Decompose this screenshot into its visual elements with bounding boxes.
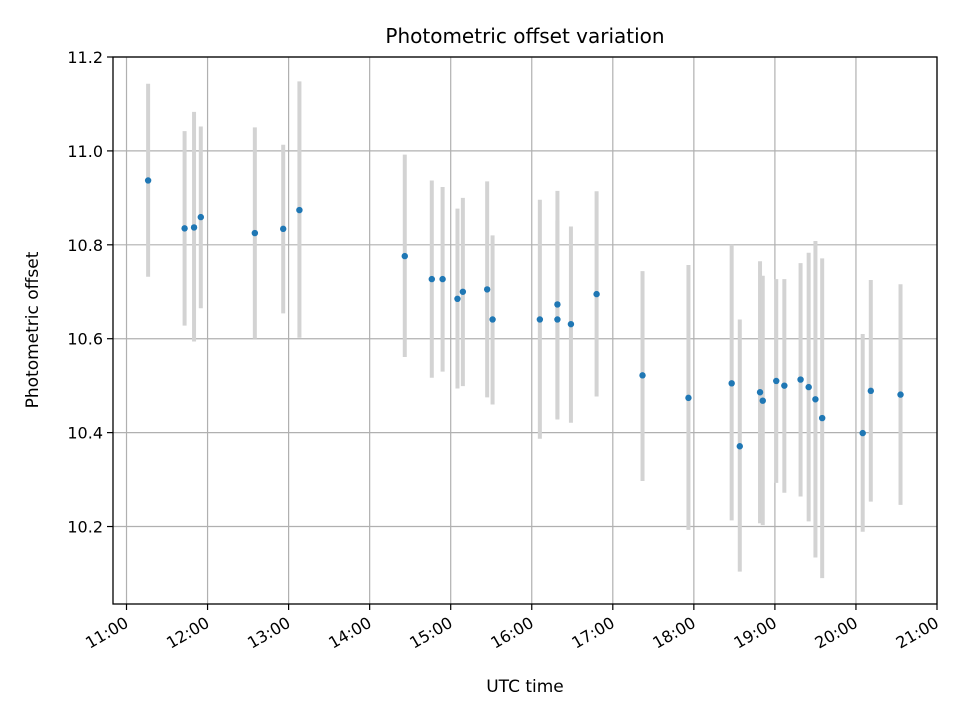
x-tick-label: 20:00 — [812, 613, 861, 653]
x-tick-label: 19:00 — [730, 613, 779, 653]
y-tick-layer: 10.2 10.4 10.6 10.8 11.0 11.2 — [67, 48, 113, 537]
y-tick-label: 10.8 — [67, 236, 103, 255]
data-point — [454, 295, 461, 303]
x-tick-label: 12:00 — [163, 613, 212, 653]
data-point — [859, 429, 866, 437]
data-point — [251, 229, 259, 237]
data-point — [489, 316, 496, 323]
data-point — [639, 372, 646, 379]
x-tick-label: 15:00 — [406, 613, 455, 653]
point-layer — [144, 177, 904, 450]
y-tick-label: 10.4 — [67, 424, 103, 443]
data-point — [867, 387, 875, 395]
data-point — [773, 377, 780, 385]
y-tick-label: 11.0 — [67, 142, 103, 161]
grid-layer — [113, 56, 938, 604]
data-point — [736, 443, 743, 450]
data-point — [812, 396, 819, 403]
data-point — [536, 316, 544, 323]
data-point — [728, 380, 735, 387]
y-tick-label: 10.6 — [67, 330, 103, 349]
data-point — [805, 383, 812, 391]
data-point — [181, 225, 188, 232]
data-point — [567, 320, 575, 328]
x-axis-label: UTC time — [486, 677, 564, 697]
data-point — [759, 397, 766, 404]
x-tick-label: 14:00 — [325, 613, 374, 653]
data-point — [197, 213, 205, 221]
x-tick-layer: 11:00 12:00 13:00 14:00 15:00 16:00 17:00 18:00… — [82, 604, 942, 653]
chart-title: Photometric offset variation — [385, 24, 664, 48]
data-point — [483, 286, 491, 293]
x-tick-label: 13:00 — [244, 613, 293, 653]
data-point — [818, 414, 826, 422]
data-point — [897, 391, 904, 398]
plot-frame — [112, 56, 938, 605]
data-point — [296, 206, 303, 214]
data-point — [459, 288, 467, 295]
data-point — [190, 224, 198, 231]
data-point — [428, 275, 435, 283]
y-tick-label: 10.2 — [67, 518, 103, 537]
data-point — [280, 225, 287, 233]
data-point — [439, 275, 446, 283]
y-tick-label: 11.2 — [67, 48, 103, 67]
data-point — [685, 394, 692, 402]
x-tick-label: 17:00 — [568, 613, 617, 653]
x-tick-label: 16:00 — [487, 613, 536, 653]
data-point — [781, 382, 788, 389]
data-point — [554, 301, 561, 308]
x-tick-label: 21:00 — [893, 613, 942, 653]
data-point — [554, 316, 561, 323]
x-tick-label: 18:00 — [649, 613, 698, 653]
x-tick-label: 11:00 — [82, 613, 131, 653]
y-axis-label: Photometric offset — [23, 251, 43, 408]
data-point — [401, 252, 408, 260]
data-point — [797, 376, 804, 383]
data-point — [144, 177, 152, 184]
data-point — [756, 389, 764, 396]
errorbar-layer — [146, 81, 903, 579]
data-point — [593, 290, 600, 298]
